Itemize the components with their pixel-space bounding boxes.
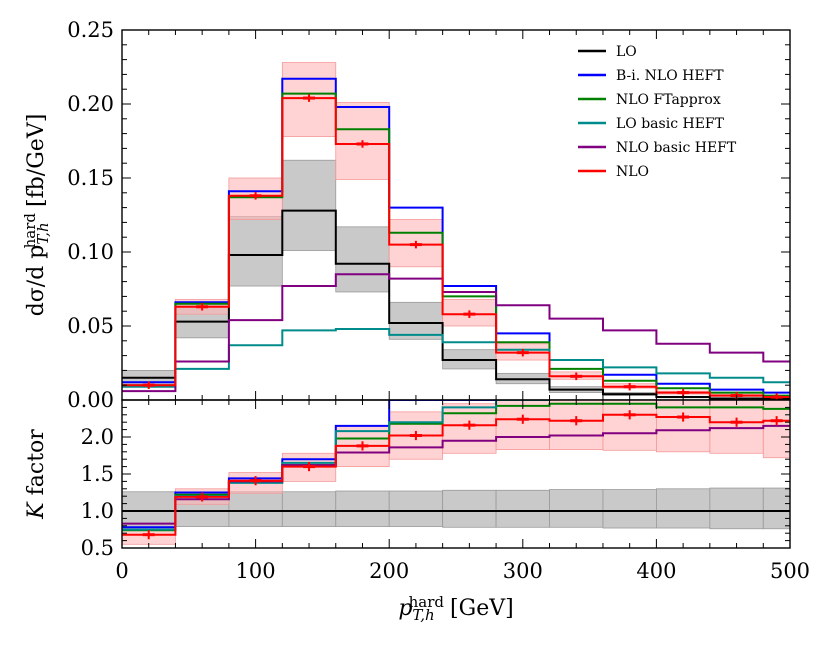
- legend-entry-b-i-nlo-heft: B-i. NLO HEFT: [578, 68, 724, 84]
- top-lo-band-bin: [228, 216, 283, 287]
- bottom-lo-band-bin: [709, 487, 764, 530]
- bottom-nlo-band-bin: [602, 400, 657, 451]
- bottom-lo-band-bin: [495, 489, 550, 528]
- bottom-lo-band-bin: [549, 489, 604, 528]
- x-tick-labels: 0 100 200 300 400 500: [115, 559, 810, 583]
- legend-label: B-i. NLO HEFT: [616, 68, 724, 84]
- top-b-i-nlo-heft-line: [122, 77, 790, 394]
- bottom-lo-band-bin: [442, 489, 497, 528]
- x-tick-label: 400: [636, 559, 676, 583]
- bottom-y-tick-label: 1.5: [81, 462, 114, 486]
- bottom-lo-band-bin: [762, 487, 790, 530]
- top-lo-basic-heft-line: [122, 328, 790, 388]
- legend-entry-lo-basic-heft: LO basic HEFT: [578, 116, 725, 132]
- legend-entry-nlo-ftapprox: NLO FTapprox: [578, 92, 721, 108]
- x-tick-label: 0: [115, 559, 128, 583]
- bottom-lo-band-bin: [122, 491, 176, 528]
- bottom-lo-band-bin: [228, 491, 283, 527]
- top-nlo-basic-heft-line: [122, 273, 790, 393]
- top-nlo-ftapprox-line: [122, 92, 790, 397]
- bottom-lo-band-bin: [281, 491, 337, 527]
- x-tick-label: 100: [236, 559, 276, 583]
- top-panel: 0.00 0.05 0.10 0.15 0.20 0.25: [67, 18, 791, 412]
- bottom-ratio-lines: [122, 400, 790, 540]
- legend-label: LO basic HEFT: [616, 116, 725, 132]
- bottom-y-tick-label: 2.0: [81, 425, 114, 449]
- bottom-axis-ticks: 0.5 1.0 1.5 2.0: [81, 399, 791, 560]
- top-y-tick-label: 0.05: [67, 314, 114, 338]
- legend-entry-nlo: NLO: [578, 164, 649, 180]
- bottom-y-axis-title: K factor: [24, 429, 49, 520]
- top-y-tick-label: 0.00: [67, 388, 114, 412]
- top-y-tick-label: 0.10: [67, 240, 114, 264]
- top-lo-band-bin: [388, 301, 444, 340]
- legend-entry-nlo-basic-heft: NLO basic HEFT: [578, 140, 737, 156]
- top-uncertainty-bands: [122, 62, 790, 400]
- top-y-tick-label: 0.15: [67, 166, 114, 190]
- top-y-tick-label: 0.25: [67, 18, 114, 42]
- bottom-uncertainty-bands: [122, 400, 790, 545]
- bottom-lo-band-bin: [656, 488, 711, 529]
- legend-entry-lo: LO: [578, 44, 637, 60]
- legend-label: LO: [616, 44, 637, 60]
- x-axis-title: pT,hhard [GeV]: [398, 593, 513, 624]
- legend: LO B-i. NLO HEFT NLO FTapprox LO basic HEFT…: [578, 44, 737, 180]
- x-tick-label: 300: [503, 559, 543, 583]
- x-tick-label: 200: [369, 559, 409, 583]
- top-histogram-lines: [122, 77, 790, 400]
- top-y-axis-title: dσ/d pT,hhard[fb/GeV]: [21, 114, 52, 317]
- legend-label: NLO FTapprox: [616, 92, 721, 108]
- bottom-panel: 0.5 1.0 1.5 2.0: [81, 399, 791, 560]
- bottom-panel-frame: [121, 399, 791, 549]
- legend-label: NLO basic HEFT: [616, 140, 737, 156]
- top-y-tick-label: 0.20: [67, 92, 114, 116]
- bottom-lo-band-bin: [388, 490, 444, 527]
- legend-label: NLO: [616, 164, 649, 180]
- top-lo-band-bin: [335, 226, 390, 293]
- bottom-nlo-band-bin: [656, 400, 711, 453]
- bottom-lo-band-bin: [602, 489, 657, 529]
- x-tick-label: 500: [770, 559, 810, 583]
- top-lo-band-bin: [281, 159, 337, 251]
- bottom-y-tick-label: 0.5: [81, 536, 114, 560]
- bottom-lo-band-bin: [335, 490, 390, 527]
- bottom-y-tick-label: 1.0: [81, 499, 114, 523]
